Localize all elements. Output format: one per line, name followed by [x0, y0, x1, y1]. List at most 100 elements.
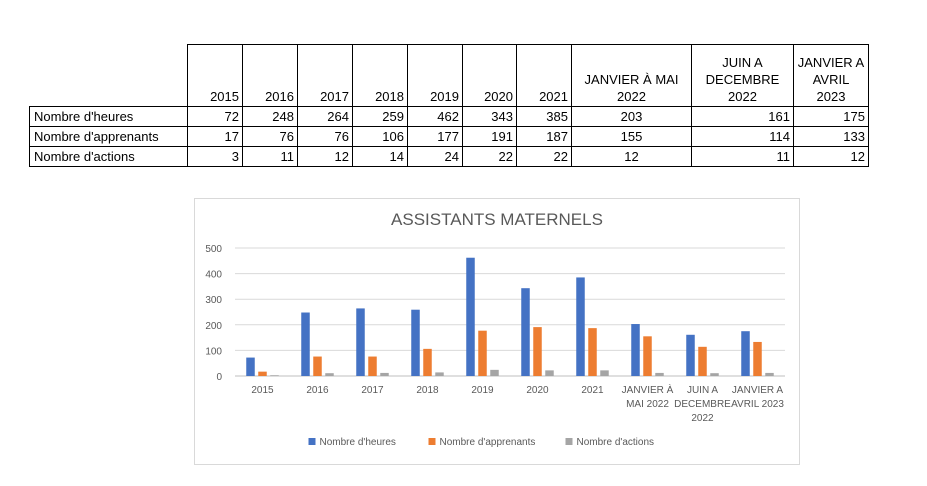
table-cell: 11 [242, 146, 298, 167]
table-cell: 191 [462, 126, 517, 147]
table-cell: 175 [793, 106, 869, 127]
table-cell: 22 [462, 146, 517, 167]
table-cell: 17 [187, 126, 243, 147]
column-header: 2015 [187, 44, 243, 107]
data-table: 2015 2016 2017 2018 2019 2020 2021 JANVI… [29, 44, 869, 167]
legend-swatch [308, 438, 316, 445]
legend: Nombre d'heures Nombre d'apprenants Nombre… [308, 437, 655, 448]
table-cell: 106 [352, 126, 408, 147]
y-tick-label: 500 [205, 244, 222, 255]
bar [765, 372, 774, 376]
bar-chart: ASSISTANTS MATERNELS 0 100 200 300 400 500 201… [205, 210, 785, 448]
y-tick-label: 0 [216, 372, 222, 383]
bar [325, 373, 334, 376]
table-cell: 76 [297, 126, 353, 147]
table-cell: 462 [407, 106, 463, 127]
bar [545, 370, 554, 376]
table-cell: 385 [516, 106, 572, 127]
column-header: 2021 [516, 44, 572, 107]
x-tick-label: JANVIER A AVRIL 2023 [731, 385, 784, 410]
table-cell: 72 [187, 106, 243, 127]
bar [753, 341, 762, 376]
bar [301, 312, 310, 376]
table-cell: 155 [571, 126, 692, 147]
table-cell: 187 [516, 126, 572, 147]
table-cell: 12 [571, 146, 692, 167]
table-corner-cell [29, 44, 188, 107]
bar [698, 346, 707, 376]
row-label: Nombre d'apprenants [29, 126, 188, 147]
bar [576, 277, 585, 376]
table-row: Nombre d'actions 3 11 12 14 24 22 22 12 … [29, 146, 869, 167]
y-tick-label: 200 [205, 321, 222, 332]
bar [741, 331, 750, 376]
table-cell: 248 [242, 106, 298, 127]
column-header: JUIN A DECEMBRE 2022 [691, 44, 794, 107]
column-header: 2019 [407, 44, 463, 107]
bar [313, 356, 322, 376]
bar [423, 348, 432, 376]
bar [655, 372, 664, 376]
axis-labels: 0 100 200 300 400 500 2015 2016 2017 2018 2019 2020… [205, 244, 784, 424]
table-cell: 76 [242, 126, 298, 147]
table-cell: 264 [297, 106, 353, 127]
row-label: Nombre d'actions [29, 146, 188, 167]
bar [258, 371, 267, 376]
legend-label: Nombre d'actions [577, 437, 655, 448]
column-header: 2020 [462, 44, 517, 107]
bar [411, 309, 420, 376]
table-cell: 14 [352, 146, 408, 167]
x-tick-label: 2021 [581, 385, 604, 396]
bar [435, 372, 444, 376]
table-cell: 12 [297, 146, 353, 167]
bar [521, 288, 530, 376]
table-row: Nombre d'apprenants 17 76 76 106 177 191… [29, 126, 869, 147]
x-tick-label: 2016 [306, 385, 329, 396]
x-tick-label: 2015 [251, 385, 274, 396]
bar [533, 327, 542, 376]
legend-label: Nombre d'apprenants [440, 437, 536, 448]
bar [686, 334, 695, 376]
row-label: Nombre d'heures [29, 106, 188, 127]
legend-label: Nombre d'heures [320, 437, 396, 448]
bar [710, 373, 719, 376]
x-tick-label: JANVIER À MAI 2022 [622, 383, 674, 410]
chart-area: ASSISTANTS MATERNELS 0 100 200 300 400 500 201… [194, 198, 800, 465]
table-cell: 259 [352, 106, 408, 127]
bar [270, 375, 279, 376]
x-tick-label: 2020 [526, 385, 549, 396]
chart-title: ASSISTANTS MATERNELS [391, 210, 603, 229]
x-tick-label: JUIN A DECEMBRE 2022 [674, 385, 731, 424]
bar [490, 369, 499, 376]
bar [356, 308, 365, 376]
legend-swatch [428, 438, 436, 445]
table-cell: 133 [793, 126, 869, 147]
table-cell: 114 [691, 126, 794, 147]
bar [246, 357, 255, 376]
x-tick-label: 2017 [361, 385, 384, 396]
y-tick-label: 100 [205, 346, 222, 357]
bar [466, 257, 475, 376]
column-header: 2016 [242, 44, 298, 107]
bar [380, 372, 389, 376]
table-cell: 343 [462, 106, 517, 127]
table-row: Nombre d'heures 72 248 264 259 462 343 3… [29, 106, 869, 127]
column-header: 2017 [297, 44, 353, 107]
table-cell: 12 [793, 146, 869, 167]
legend-swatch [565, 438, 573, 445]
x-tick-label: 2018 [416, 385, 439, 396]
table-cell: 11 [691, 146, 794, 167]
bar [368, 356, 377, 376]
bar [643, 336, 652, 376]
bars [246, 257, 774, 376]
y-tick-label: 400 [205, 270, 222, 281]
table-cell: 22 [516, 146, 572, 167]
y-tick-label: 300 [205, 295, 222, 306]
bar [478, 330, 487, 376]
table-cell: 203 [571, 106, 692, 127]
x-tick-label: 2019 [471, 385, 494, 396]
column-header: 2018 [352, 44, 408, 107]
bar [588, 328, 597, 376]
column-header: JANVIER A AVRIL 2023 [793, 44, 869, 107]
table-header-row: 2015 2016 2017 2018 2019 2020 2021 JANVI… [29, 44, 869, 107]
